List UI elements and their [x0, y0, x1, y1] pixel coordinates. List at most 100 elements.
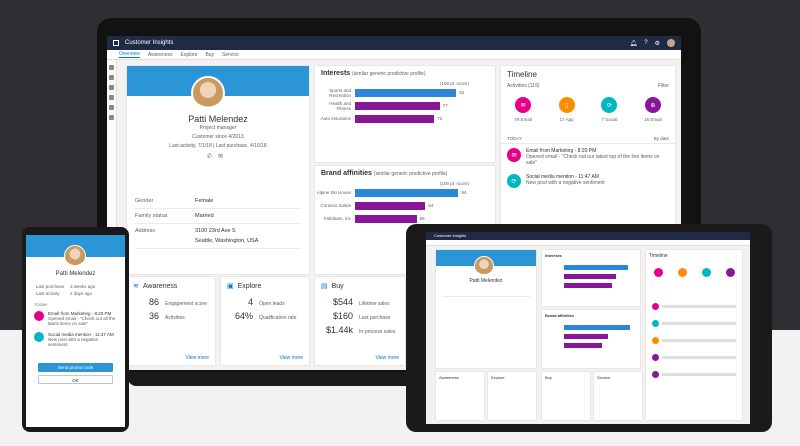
metric-label: Engagement score: [165, 301, 207, 307]
view-more-link[interactable]: View more: [375, 355, 399, 361]
bar[interactable]: [355, 201, 426, 210]
item-title: Social media mention - 11:47 AM: [48, 332, 114, 337]
item-desc: New post with a negative sentiment: [48, 337, 99, 347]
social-icon: ⟳: [507, 174, 521, 188]
globe-icon: ⊕: [644, 97, 661, 113]
phone-screen: Patti Melendez Last purchase 3 weeks ago …: [26, 235, 125, 427]
app-launcher-icon[interactable]: [113, 40, 119, 46]
timeline-item[interactable]: ✉ Email from Marketing - 8:20 PM Opened e…: [501, 144, 675, 170]
chart-icon[interactable]: [109, 85, 114, 90]
tab-explore[interactable]: Explore: [180, 51, 198, 58]
profile-since: Customer since 4/2013: [192, 134, 244, 140]
view-more-link[interactable]: View more: [185, 355, 209, 361]
metric-label: In-process sales: [359, 329, 396, 335]
detail-value: Married: [195, 213, 214, 219]
bar-label: Auto Insurance: [320, 116, 351, 121]
tablet-screen: Customer Insights Patti Melendez Interes…: [426, 232, 750, 424]
settings-icon[interactable]: [109, 105, 114, 110]
email-icon: ✉: [507, 148, 521, 162]
gear-icon[interactable]: ⚙: [654, 40, 660, 47]
kv-key: Last purchase: [36, 284, 65, 289]
bar[interactable]: [355, 214, 417, 223]
item-title: Email from Marketing - 8:20 PM: [48, 311, 112, 316]
metric-value: $544: [332, 297, 353, 307]
tablet-tile-explore: Explore: [488, 372, 536, 420]
globe-icon[interactable]: [725, 268, 735, 277]
bar[interactable]: [355, 88, 457, 97]
people-icon[interactable]: [109, 75, 114, 80]
bar-row: Alpine Ski House 94: [315, 186, 495, 199]
ok-button[interactable]: OK: [38, 375, 113, 384]
tablet-timeline-title: Timeline: [649, 253, 668, 259]
category-label: 17 App: [559, 117, 574, 122]
app-header: Customer Insights 🔔︎ ? ⚙: [107, 36, 681, 50]
bar[interactable]: [355, 101, 440, 110]
send-promo-button[interactable]: Send promo code: [38, 363, 113, 372]
detail-value: 3100 23rd Ave S: [195, 228, 236, 234]
sort-button[interactable]: By date: [653, 136, 669, 141]
category-email[interactable]: ✉ 79 Email: [514, 97, 532, 122]
bar-label: Sports and Recreation: [329, 87, 351, 98]
user-avatar[interactable]: [667, 39, 675, 47]
phone-timeline-item[interactable]: Email from Marketing - 8:20 PM Opened ema…: [26, 308, 125, 329]
buy-icon: ▤: [321, 283, 328, 290]
tab-service[interactable]: Service: [222, 51, 239, 58]
view-more-link[interactable]: View more: [279, 355, 303, 361]
help-icon[interactable]: ?: [644, 40, 648, 46]
app-title: Customer Insights: [125, 40, 174, 46]
nav-tabs: Overview Awareness Explore Buy Service: [107, 50, 681, 60]
activities-label: Activities: [507, 83, 527, 89]
data-icon[interactable]: [109, 115, 114, 120]
bar[interactable]: [355, 114, 435, 123]
category-app[interactable]: ▯ 17 App: [558, 97, 575, 122]
tab-overview[interactable]: Overview: [119, 51, 140, 58]
interests-scale: (100 pt. score): [439, 81, 469, 86]
kv-value: 2 days ago: [70, 291, 93, 296]
tab-awareness[interactable]: Awareness: [147, 51, 173, 58]
segment-icon[interactable]: [109, 95, 114, 100]
brands-bars: Alpine Ski House 94 Contoso Suites 64 Fabrik…: [315, 186, 495, 225]
category-email-2[interactable]: ⊕ 16 Email: [644, 97, 662, 122]
tab-buy[interactable]: Buy: [205, 51, 215, 58]
mail-icon[interactable]: ✉: [218, 154, 230, 160]
explore-icon: ▣: [227, 283, 234, 290]
globe-icon: [652, 371, 659, 378]
profile-card: Patti Melendez Project manager Customer …: [127, 66, 309, 274]
bar-row: Health and Fitness 77: [315, 99, 495, 112]
bar[interactable]: [355, 188, 459, 197]
tablet-timeline-card: Timeline: [646, 250, 742, 420]
bar-label: Health and Fitness: [329, 100, 351, 111]
app-icon[interactable]: [677, 268, 687, 277]
email-icon[interactable]: [653, 268, 663, 277]
metric-label: Activities: [165, 315, 185, 321]
tablet-app-header: Customer Insights: [426, 232, 750, 240]
today-label: TODAY: [507, 136, 523, 141]
bell-icon[interactable]: 🔔︎: [629, 40, 638, 47]
filter-button[interactable]: Filter: [657, 83, 669, 89]
awareness-tile: ≋ Awareness 86 Engagement score 36 Activiti…: [127, 277, 215, 365]
bar-value: 64: [428, 203, 434, 208]
email-icon: ✉: [515, 97, 532, 113]
timeline-item[interactable]: ⟳ Social media mention - 11:47 AM New pos…: [501, 170, 675, 192]
tablet-avatar: [474, 256, 494, 276]
tablet-nav: [426, 240, 750, 246]
tablet-profile-name: Patti Melendez: [469, 278, 503, 284]
phone-timeline-item[interactable]: Social media mention - 11:47 AM New post …: [26, 329, 125, 350]
social-icon[interactable]: [701, 268, 711, 277]
phone-icon[interactable]: ✆: [206, 154, 218, 160]
awareness-title: Awareness: [142, 282, 178, 290]
home-icon[interactable]: [109, 65, 114, 70]
category-social[interactable]: ⟳ 7 Social: [601, 97, 617, 122]
timeline-title: Timeline: [507, 70, 537, 79]
detail-key: [135, 238, 195, 244]
tablet-tile-service: Service: [594, 372, 642, 420]
bar-row: Sports and Recreation 92: [315, 86, 495, 99]
item-desc: New post with a negative sentiment: [526, 180, 605, 186]
category-label: 79 Email: [514, 117, 532, 122]
app-icon: [652, 337, 659, 344]
detail-key: Family status: [135, 213, 168, 219]
app-icon: ▯: [558, 97, 575, 113]
buy-title: Buy: [331, 282, 344, 290]
left-rail: [107, 60, 117, 370]
bar-value: 94: [461, 190, 467, 195]
